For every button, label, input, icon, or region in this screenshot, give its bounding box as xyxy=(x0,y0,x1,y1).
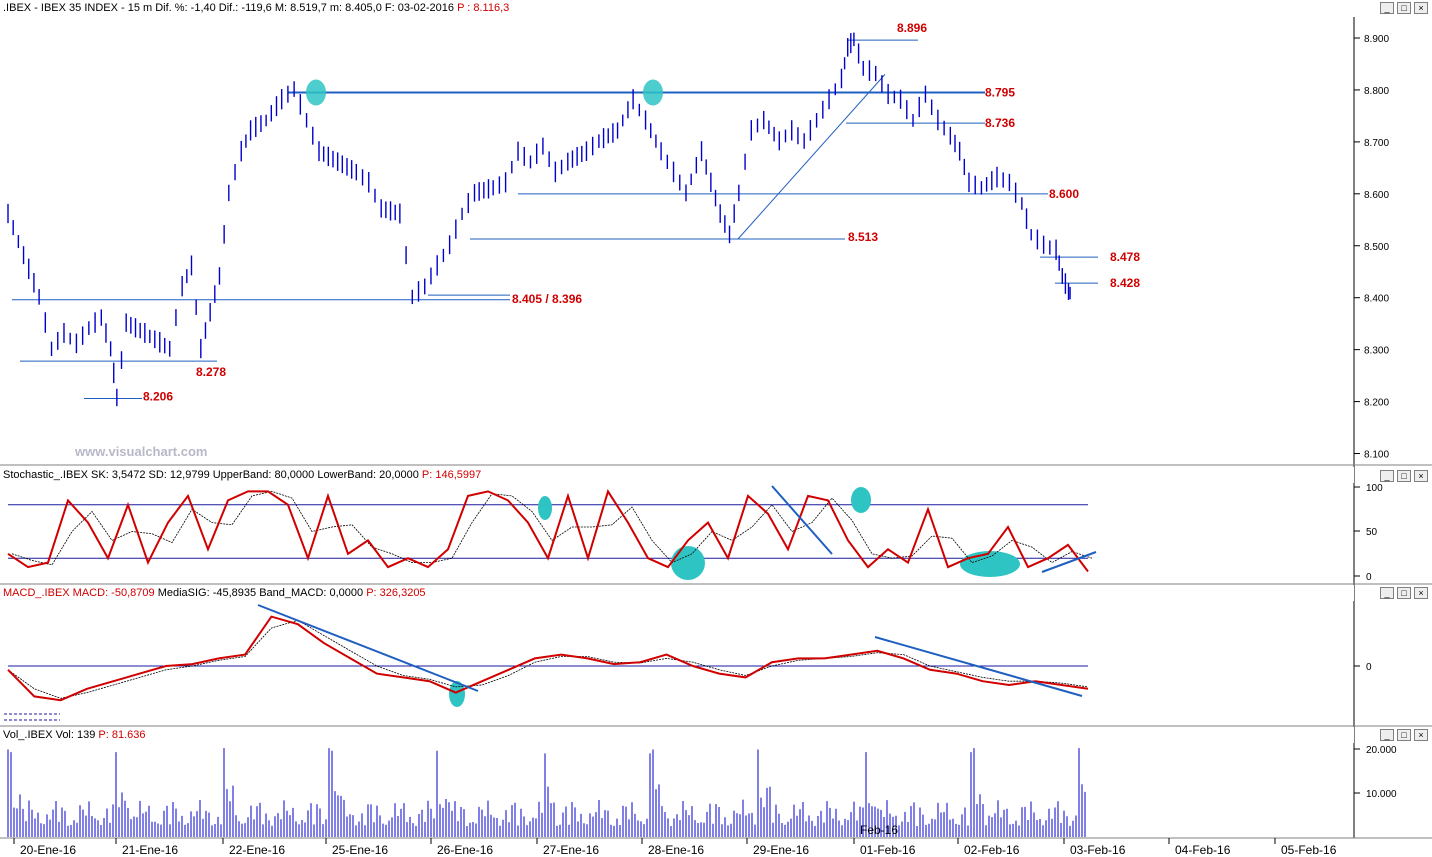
minimize-button[interactable]: _ xyxy=(1380,729,1394,741)
macd-trend-line xyxy=(874,636,1083,697)
date-axis: 20-Ene-16 21-Ene-16 22-Ene-16 25-Ene-16 26-E… xyxy=(13,838,1337,857)
price-tick-label: 8.500 xyxy=(1364,242,1389,253)
highlight-marker xyxy=(306,79,326,106)
stoch-trend-line xyxy=(1041,551,1097,573)
highlight-marker xyxy=(643,79,663,106)
price-tick-label: 8.900 xyxy=(1364,34,1389,45)
price-level-label: 8.428 xyxy=(1110,276,1140,290)
maximize-button[interactable]: □ xyxy=(1397,470,1411,482)
highlight-marker xyxy=(538,496,552,520)
minimize-button[interactable]: _ xyxy=(1380,470,1394,482)
macd-signal-line xyxy=(7,619,1089,699)
price-level-label: 8.278 xyxy=(196,365,226,379)
vol-tick-label: 10.000 xyxy=(1366,789,1397,800)
minimize-button[interactable]: _ xyxy=(1380,587,1394,599)
macd-header-a: MACD_.IBEX MACD: -50,8709 xyxy=(3,587,155,599)
date-label: 27-Ene-16 xyxy=(543,843,599,857)
date-label: 28-Ene-16 xyxy=(648,843,704,857)
vol-header-p: P: 81.636 xyxy=(98,729,146,741)
price-header-p: P : 8.116,3 xyxy=(457,2,510,14)
date-label: 29-Ene-16 xyxy=(753,843,809,857)
date-label: 04-Feb-16 xyxy=(1175,843,1231,857)
date-label: 20-Ene-16 xyxy=(20,843,76,857)
stoch-window-buttons: _ □ × xyxy=(1380,470,1428,482)
date-label: 21-Ene-16 xyxy=(122,843,178,857)
vol-tick-label: 20.000 xyxy=(1366,745,1397,756)
close-button[interactable]: × xyxy=(1414,470,1428,482)
date-label: 25-Ene-16 xyxy=(332,843,388,857)
price-tick-label: 8.600 xyxy=(1364,190,1389,201)
macd-tick-label: 0 xyxy=(1366,662,1372,673)
vol-window-buttons: _ □ × xyxy=(1380,729,1428,741)
macd-header: MACD_.IBEX MACD: -50,8709 MediaSIG: -45,… xyxy=(0,585,1354,601)
maximize-button[interactable]: □ xyxy=(1397,729,1411,741)
stochastic-pane xyxy=(7,485,1097,580)
maximize-button[interactable]: □ xyxy=(1397,587,1411,599)
macd-trend-line xyxy=(257,604,479,692)
macd-line xyxy=(7,615,1089,702)
maximize-button[interactable]: □ xyxy=(1397,2,1411,14)
date-label: 22-Ene-16 xyxy=(229,843,285,857)
macd-header-p: P: 326,3205 xyxy=(366,587,426,599)
price-header-text: .IBEX - IBEX 35 INDEX - 15 m Dif. %: -1,… xyxy=(3,2,454,14)
price-level-label: 8.600 xyxy=(1049,187,1079,201)
macd-header-b: MediaSIG: -45,8935 Band_MACD: 0,0000 xyxy=(157,587,364,599)
macd-pane xyxy=(4,604,1089,721)
watermark: www.visualchart.com xyxy=(74,444,207,459)
price-level-label: 8.478 xyxy=(1110,250,1140,264)
stoch-tick-label: 0 xyxy=(1366,572,1372,583)
stoch-tick-label: 100 xyxy=(1366,483,1383,494)
minimize-button[interactable]: _ xyxy=(1380,2,1394,14)
volume-header: Vol_.IBEX Vol: 139 P: 81.636 xyxy=(0,727,1354,743)
macd-window-buttons: _ □ × xyxy=(1380,587,1428,599)
price-window-buttons: _ □ × xyxy=(1380,2,1428,14)
date-label: 26-Ene-16 xyxy=(437,843,493,857)
price-level-label: 8.736 xyxy=(985,116,1015,130)
stoch-trend-line xyxy=(771,485,833,555)
price-pane-header: .IBEX - IBEX 35 INDEX - 15 m Dif. %: -1,… xyxy=(0,0,1354,16)
date-label: 05-Feb-16 xyxy=(1281,843,1337,857)
feb-marker: Feb-16 xyxy=(860,823,898,837)
price-tick-label: 8.200 xyxy=(1364,398,1389,409)
stoch-sk-line xyxy=(7,489,1089,573)
close-button[interactable]: × xyxy=(1414,587,1428,599)
price-level-label: 8.795 xyxy=(985,86,1015,100)
date-label: 03-Feb-16 xyxy=(1070,843,1126,857)
price-level-label: 8.405 / 8.396 xyxy=(512,292,582,306)
stoch-header-text: Stochastic_.IBEX SK: 3,5472 SD: 12,9799 … xyxy=(3,469,419,481)
price-level-label: 8.896 xyxy=(897,21,927,35)
highlight-marker xyxy=(960,551,1020,577)
price-tick-label: 8.400 xyxy=(1364,294,1389,305)
price-tick-label: 8.800 xyxy=(1364,86,1389,97)
trend-line xyxy=(737,74,886,240)
highlight-marker xyxy=(851,487,871,513)
close-button[interactable]: × xyxy=(1414,729,1428,741)
price-level-label: 8.206 xyxy=(143,389,173,403)
stoch-header-p: P: 146,5997 xyxy=(421,469,482,481)
price-level-label: 8.513 xyxy=(848,230,878,244)
date-label: 01-Feb-16 xyxy=(860,843,916,857)
highlight-marker xyxy=(449,681,465,707)
date-label: 02-Feb-16 xyxy=(964,843,1020,857)
price-tick-label: 8.700 xyxy=(1364,138,1389,149)
price-tick-label: 8.300 xyxy=(1364,346,1389,357)
highlight-marker xyxy=(671,546,705,580)
price-tick-label: 8.100 xyxy=(1364,450,1389,461)
stoch-tick-label: 50 xyxy=(1366,527,1378,538)
stochastic-header: Stochastic_.IBEX SK: 3,5472 SD: 12,9799 … xyxy=(0,467,1354,483)
vol-header-text: Vol_.IBEX Vol: 139 xyxy=(3,729,96,741)
axes: 8.900 8.800 8.700 8.600 8.500 8.400 8.300 8.200… xyxy=(1354,34,1397,800)
volume-pane: Feb-16 xyxy=(7,748,1086,837)
close-button[interactable]: × xyxy=(1414,2,1428,14)
price-pane: 8.896 8.795 8.736 8.600 8.513 8.478 8.428 8.405… xyxy=(7,21,1140,407)
